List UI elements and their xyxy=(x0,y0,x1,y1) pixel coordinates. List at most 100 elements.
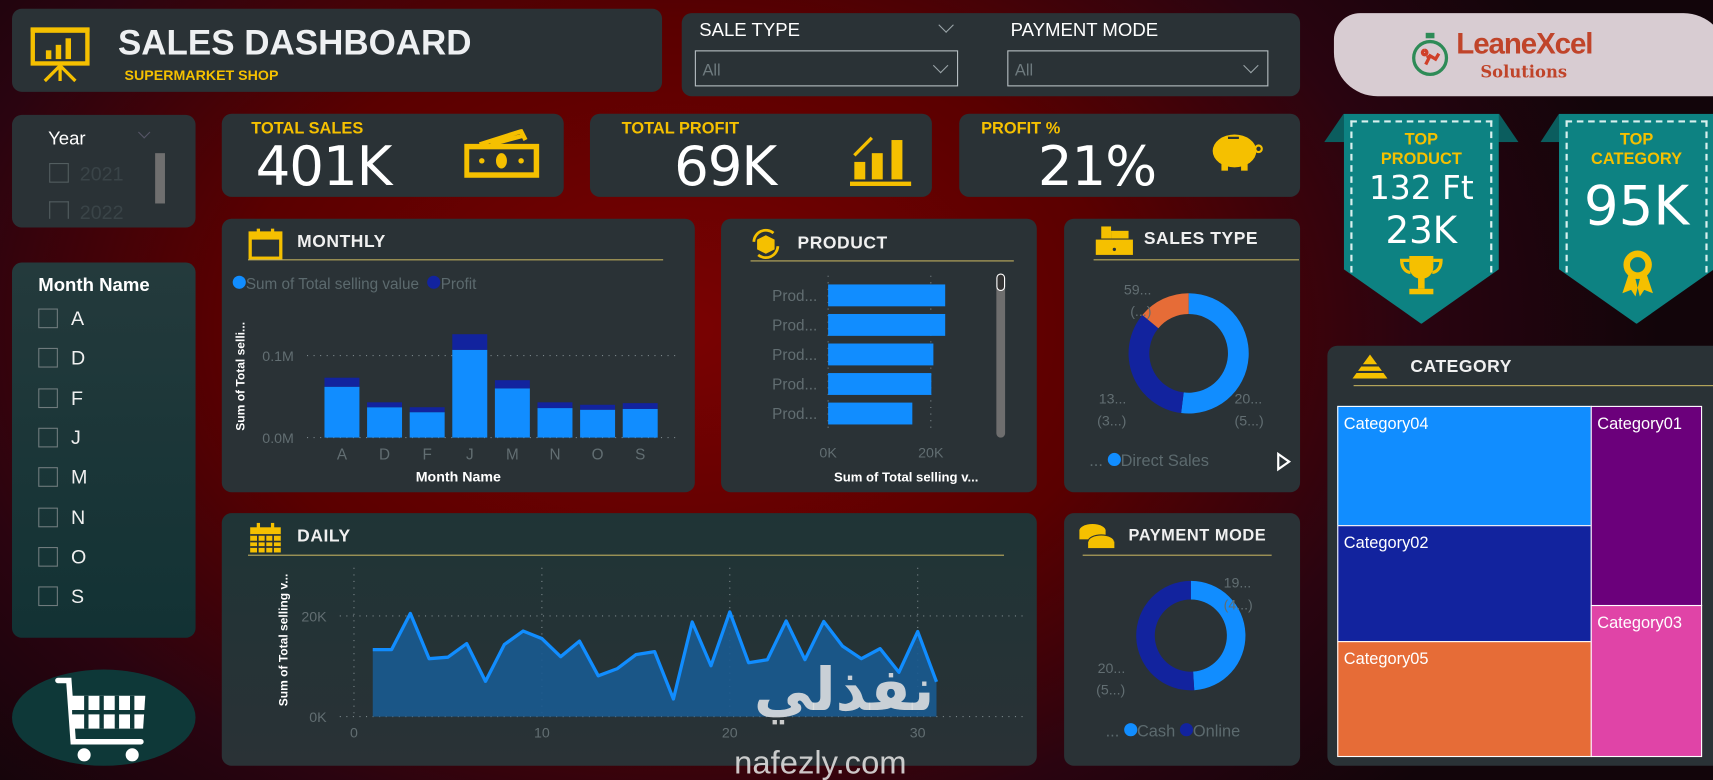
year-checkbox[interactable] xyxy=(49,201,69,219)
header-panel: SALES DASHBOARD SUPERMARKET SHOP xyxy=(12,8,663,92)
scrollbar-thumb[interactable] xyxy=(996,273,1006,292)
treemap-tile[interactable]: Category03 xyxy=(1590,604,1703,758)
kpi-label: TOTAL SALES xyxy=(251,119,364,138)
product-bar xyxy=(828,402,913,425)
bar-selling-value xyxy=(452,349,488,438)
x-tick-label: 20K xyxy=(918,445,944,461)
sale-type-label: SALE TYPE xyxy=(699,19,801,41)
cart-button[interactable] xyxy=(12,669,196,766)
chevron-down-icon[interactable] xyxy=(138,126,151,139)
calendar-icon xyxy=(248,228,283,260)
top-category-value: 95K xyxy=(1583,173,1690,238)
treemap-tile[interactable]: Category02 xyxy=(1337,525,1592,643)
scrollbar[interactable] xyxy=(155,153,165,204)
monthly-chart: 0.0M 0.1M A D F J M N O S xyxy=(262,334,676,463)
category-label: Prod... xyxy=(772,347,817,364)
month-checkbox[interactable] xyxy=(38,348,58,368)
kpi-total-sales: TOTAL SALES 401K xyxy=(221,113,564,199)
x-tick-label: N xyxy=(549,446,560,463)
kpi-value: 69K xyxy=(674,134,777,199)
x-tick-label: O xyxy=(592,446,604,463)
presentation-chart-icon xyxy=(30,27,90,83)
legend-more[interactable]: ... xyxy=(1089,451,1103,471)
bar-profit xyxy=(452,334,488,350)
month-option[interactable]: M xyxy=(71,466,88,489)
kpi-value: 21% xyxy=(1037,134,1157,199)
year-checkbox[interactable] xyxy=(49,163,69,183)
payment-mode-label: PAYMENT MODE xyxy=(1010,19,1159,41)
treemap-tile[interactable]: Category01 xyxy=(1590,405,1703,607)
x-tick-label: 0 xyxy=(350,725,358,741)
bar-selling-value xyxy=(537,408,573,438)
product-chart: 0K 20K Prod... Prod... Prod... Prod... Prod... xyxy=(772,275,946,461)
month-option[interactable]: S xyxy=(71,585,85,608)
data-label: (3...) xyxy=(1097,414,1126,430)
month-option[interactable]: J xyxy=(71,426,81,449)
donut-slice xyxy=(1181,293,1249,414)
logo-tagline: Solutions xyxy=(1480,62,1568,83)
month-checkbox[interactable] xyxy=(38,586,58,607)
month-checkbox[interactable] xyxy=(38,308,58,329)
month-option[interactable]: O xyxy=(71,545,87,568)
x-tick-label: J xyxy=(466,446,474,463)
donut-slice xyxy=(1136,580,1195,691)
x-tick-label: S xyxy=(635,446,645,463)
data-label: (5...) xyxy=(1096,683,1125,699)
chevron-down-icon[interactable] xyxy=(938,17,954,33)
month-option[interactable]: A xyxy=(71,307,85,330)
y-tick-label: 0.1M xyxy=(262,349,294,365)
year-option[interactable]: 2021 xyxy=(79,163,124,185)
treemap-tile[interactable]: Category04 xyxy=(1337,405,1592,527)
kpi-label: PROFIT % xyxy=(981,119,1061,138)
kpi-label: TOTAL PROFIT xyxy=(621,119,740,138)
bar-selling-value xyxy=(622,408,658,438)
data-label: 19... xyxy=(1224,575,1252,591)
treemap-tile[interactable]: Category05 xyxy=(1337,641,1592,758)
legend-label: Online xyxy=(1192,722,1241,741)
panel-title: CATEGORY xyxy=(1410,357,1512,377)
category-label: Prod... xyxy=(772,376,817,393)
cash-register-icon xyxy=(1095,226,1133,255)
legend-more[interactable]: ... xyxy=(1105,722,1120,741)
calendar-grid-icon xyxy=(250,522,281,553)
data-label: (5...) xyxy=(1235,414,1264,430)
month-checkbox[interactable] xyxy=(38,467,58,488)
legend-next-arrow-icon[interactable] xyxy=(1276,451,1292,472)
x-tick-label: 10 xyxy=(534,725,550,741)
month-checkbox[interactable] xyxy=(38,387,58,408)
legend-label: Cash xyxy=(1136,722,1176,741)
y-tick-label: 20K xyxy=(301,609,327,625)
scrollbar[interactable] xyxy=(996,273,1006,438)
sale-type-value: All xyxy=(702,61,721,80)
top-product-label: TOP xyxy=(1404,130,1439,149)
category-label: Prod... xyxy=(772,288,817,305)
year-option[interactable]: 2022 xyxy=(79,201,124,223)
kpi-value: 401K xyxy=(255,134,393,199)
donut-slice xyxy=(1142,293,1189,329)
divider xyxy=(1093,259,1299,261)
legend-marker xyxy=(427,275,441,289)
sale-type-dropdown[interactable]: All xyxy=(694,50,959,87)
payment-mode-dropdown[interactable]: All xyxy=(1007,50,1269,87)
legend: Sum of Total selling value Profit xyxy=(232,275,476,292)
month-checkbox[interactable] xyxy=(38,507,58,527)
bar-profit xyxy=(537,402,573,409)
kpi-profit-percent: PROFIT % 21% xyxy=(959,113,1301,199)
top-product-name: 132 Ft xyxy=(1368,169,1474,208)
panel-title: DAILY xyxy=(297,527,351,546)
panel-title: PAYMENT MODE xyxy=(1128,526,1267,545)
product-panel: PRODUCT Sum of Total selling v... 0K 20K P… xyxy=(721,218,1037,493)
category-label: Prod... xyxy=(772,317,817,334)
month-option[interactable]: N xyxy=(71,505,86,528)
x-tick-label: M xyxy=(506,446,519,463)
month-option[interactable]: D xyxy=(71,347,86,370)
bar-profit xyxy=(580,404,616,410)
month-checkbox[interactable] xyxy=(38,427,58,448)
x-tick-label: 0K xyxy=(819,445,837,461)
divider xyxy=(247,259,664,261)
chevron-down-icon xyxy=(932,57,949,74)
month-option[interactable]: F xyxy=(71,386,84,409)
payment-mode-value: All xyxy=(1014,61,1034,80)
month-checkbox[interactable] xyxy=(38,546,58,567)
